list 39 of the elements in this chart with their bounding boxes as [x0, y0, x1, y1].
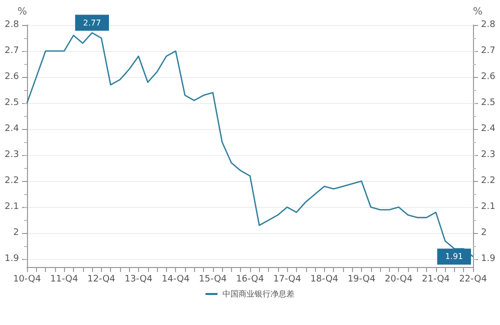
- y-tick-label: 2.2: [4, 176, 19, 186]
- x-tick-label: 17-Q4: [273, 274, 302, 284]
- y2-tick-label: 2.5: [481, 98, 496, 108]
- x-tick-label: 11-Q4: [50, 274, 78, 284]
- x-tick-label: 12-Q4: [87, 274, 116, 284]
- y2-tick-label: 2.6: [481, 72, 496, 82]
- x-tick-label: 20-Q4: [384, 274, 413, 284]
- x-tick-label: 14-Q4: [162, 274, 190, 284]
- y-tick-label: 2.5: [4, 98, 19, 108]
- line-series: [26, 32, 474, 258]
- x-tick-label: 18-Q4: [310, 274, 339, 284]
- x-tick-label: 19-Q4: [348, 274, 376, 284]
- x-tick-label: 10-Q4: [13, 274, 42, 284]
- y2-tick-label: 2.1: [481, 202, 496, 212]
- y2-axis-title: %: [473, 6, 483, 18]
- x-tick-label: 21-Q4: [422, 274, 450, 284]
- y2-tick-label: 2: [481, 228, 487, 238]
- y2-tick-label: 2.8: [481, 20, 496, 30]
- y-tick-label: 2.7: [4, 46, 19, 56]
- y-tick-label: 2.6: [4, 72, 20, 82]
- y-tick-label: 2.1: [4, 202, 19, 212]
- x-tick-label: 22-Q4: [459, 274, 488, 284]
- y2-tick-label: 1.9: [481, 254, 496, 264]
- y-tick-label: 2.4: [4, 124, 20, 134]
- y-axis-title: %: [17, 6, 27, 18]
- x-tick-label: 15-Q4: [198, 274, 228, 284]
- y-tick-label: 2: [13, 228, 19, 238]
- data-label: 1.91: [445, 252, 463, 262]
- legend-label: 中国商业银行净息差: [222, 290, 294, 298]
- y-tick-label: 2.3: [4, 150, 19, 160]
- y2-tick-label: 2.2: [481, 176, 496, 186]
- y2-tick-label: 2.4: [481, 124, 496, 134]
- y-tick-label: 1.9: [4, 254, 20, 264]
- x-tick-label: 16-Q4: [236, 274, 264, 284]
- x-tick-label: 13-Q4: [124, 274, 153, 284]
- y2-tick-label: 2.7: [481, 46, 496, 56]
- y2-tick-label: 2.3: [481, 150, 496, 160]
- y-tick-label: 2.8: [4, 20, 20, 30]
- data-label: 2.77: [83, 18, 101, 28]
